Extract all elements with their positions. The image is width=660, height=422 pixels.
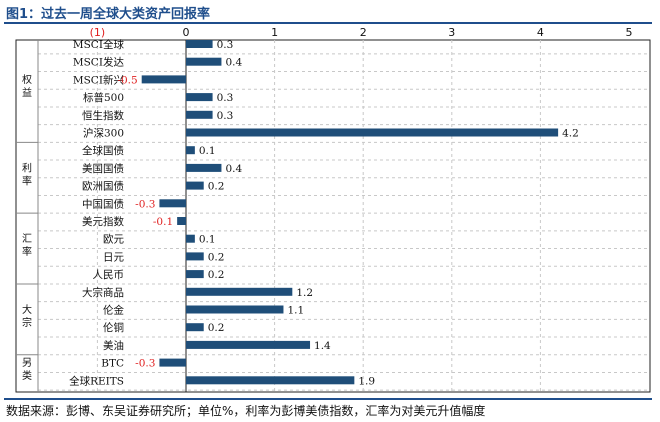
category-label: BTC [101, 358, 124, 370]
data-label: -0.5 [117, 74, 137, 86]
data-label: 0.2 [208, 181, 225, 193]
category-label: 中国国债 [82, 197, 124, 210]
x-tick-label: 1 [271, 26, 278, 39]
group-label: 利率 [22, 162, 32, 187]
bar [141, 75, 186, 84]
x-tick-label: 5 [626, 26, 633, 39]
category-label: MSCI新兴 [73, 73, 124, 86]
category-label: 大宗商品 [82, 286, 124, 299]
category-label: 日元 [103, 251, 124, 263]
category-label: 恒生指数 [82, 109, 124, 122]
bar [186, 163, 222, 172]
category-label: 欧洲国债 [82, 180, 124, 193]
category-label: 人民币 [93, 269, 125, 281]
bar [159, 358, 186, 367]
bar [186, 270, 204, 279]
bar [186, 234, 195, 243]
category-label: 美油 [103, 339, 124, 352]
category-label: MSCI发达 [73, 56, 125, 69]
bar [186, 57, 222, 66]
bar [186, 93, 213, 102]
category-label: 标普500 [83, 91, 124, 104]
x-tick-label: 2 [360, 26, 367, 39]
data-label: 0.4 [225, 163, 242, 175]
category-label: 伦铜 [103, 321, 124, 334]
data-label: 4.2 [562, 128, 579, 140]
bar [186, 323, 204, 332]
data-label: 1.9 [358, 375, 375, 387]
bar [186, 252, 204, 261]
category-label: 全球国债 [82, 144, 124, 157]
x-tick-label: (1) [90, 26, 106, 39]
bar [186, 376, 355, 385]
data-label: 0.2 [208, 269, 225, 281]
data-label: 0.2 [208, 322, 225, 334]
bar [186, 340, 311, 349]
data-label: 1.4 [314, 340, 331, 352]
group-label: 权益 [22, 73, 32, 99]
data-label: 1.2 [296, 287, 313, 299]
data-label: -0.1 [153, 216, 173, 228]
data-label: 0.1 [199, 145, 216, 157]
x-tick-label: 0 [183, 26, 190, 39]
data-label: 1.1 [287, 305, 304, 317]
category-label: 美国国债 [82, 162, 124, 175]
category-label: 沪深300 [83, 127, 124, 140]
plot-frame [15, 39, 651, 393]
bar [177, 217, 186, 225]
bar [159, 199, 186, 208]
bar [186, 181, 204, 190]
bar [186, 305, 284, 314]
category-label: 伦金 [103, 304, 124, 317]
title-rule [4, 22, 652, 24]
data-label: 0.2 [208, 251, 225, 263]
figure-title: 图1：过去一周全球大类资产回报率 [6, 7, 211, 22]
source-note: 数据来源：彭博、东吴证券研究所；单位%，利率为彭博美债指数，汇率为对美元升值幅度 [6, 404, 486, 418]
bar [186, 146, 195, 155]
bar [186, 287, 293, 296]
group-label: 大宗 [22, 303, 32, 329]
data-label: 0.3 [217, 39, 234, 51]
data-label: 0.1 [199, 234, 216, 246]
data-label: 0.3 [217, 92, 234, 104]
data-label: 0.4 [225, 57, 242, 69]
bottom-rule [4, 398, 652, 400]
x-tick-label: 3 [448, 26, 455, 39]
category-label: 欧元 [103, 234, 124, 246]
bar [186, 110, 213, 119]
group-label: 汇率 [22, 232, 32, 258]
bar [186, 40, 213, 48]
data-label: -0.3 [135, 198, 155, 210]
data-label: 0.3 [217, 110, 234, 122]
category-label: 全球REITS [69, 374, 124, 387]
bar [186, 128, 559, 137]
data-label: -0.3 [135, 358, 155, 370]
group-label: 另类 [22, 357, 32, 382]
category-label: MSCI全球 [73, 38, 125, 51]
x-tick-label: 4 [537, 26, 544, 39]
category-label: 美元指数 [82, 215, 124, 228]
